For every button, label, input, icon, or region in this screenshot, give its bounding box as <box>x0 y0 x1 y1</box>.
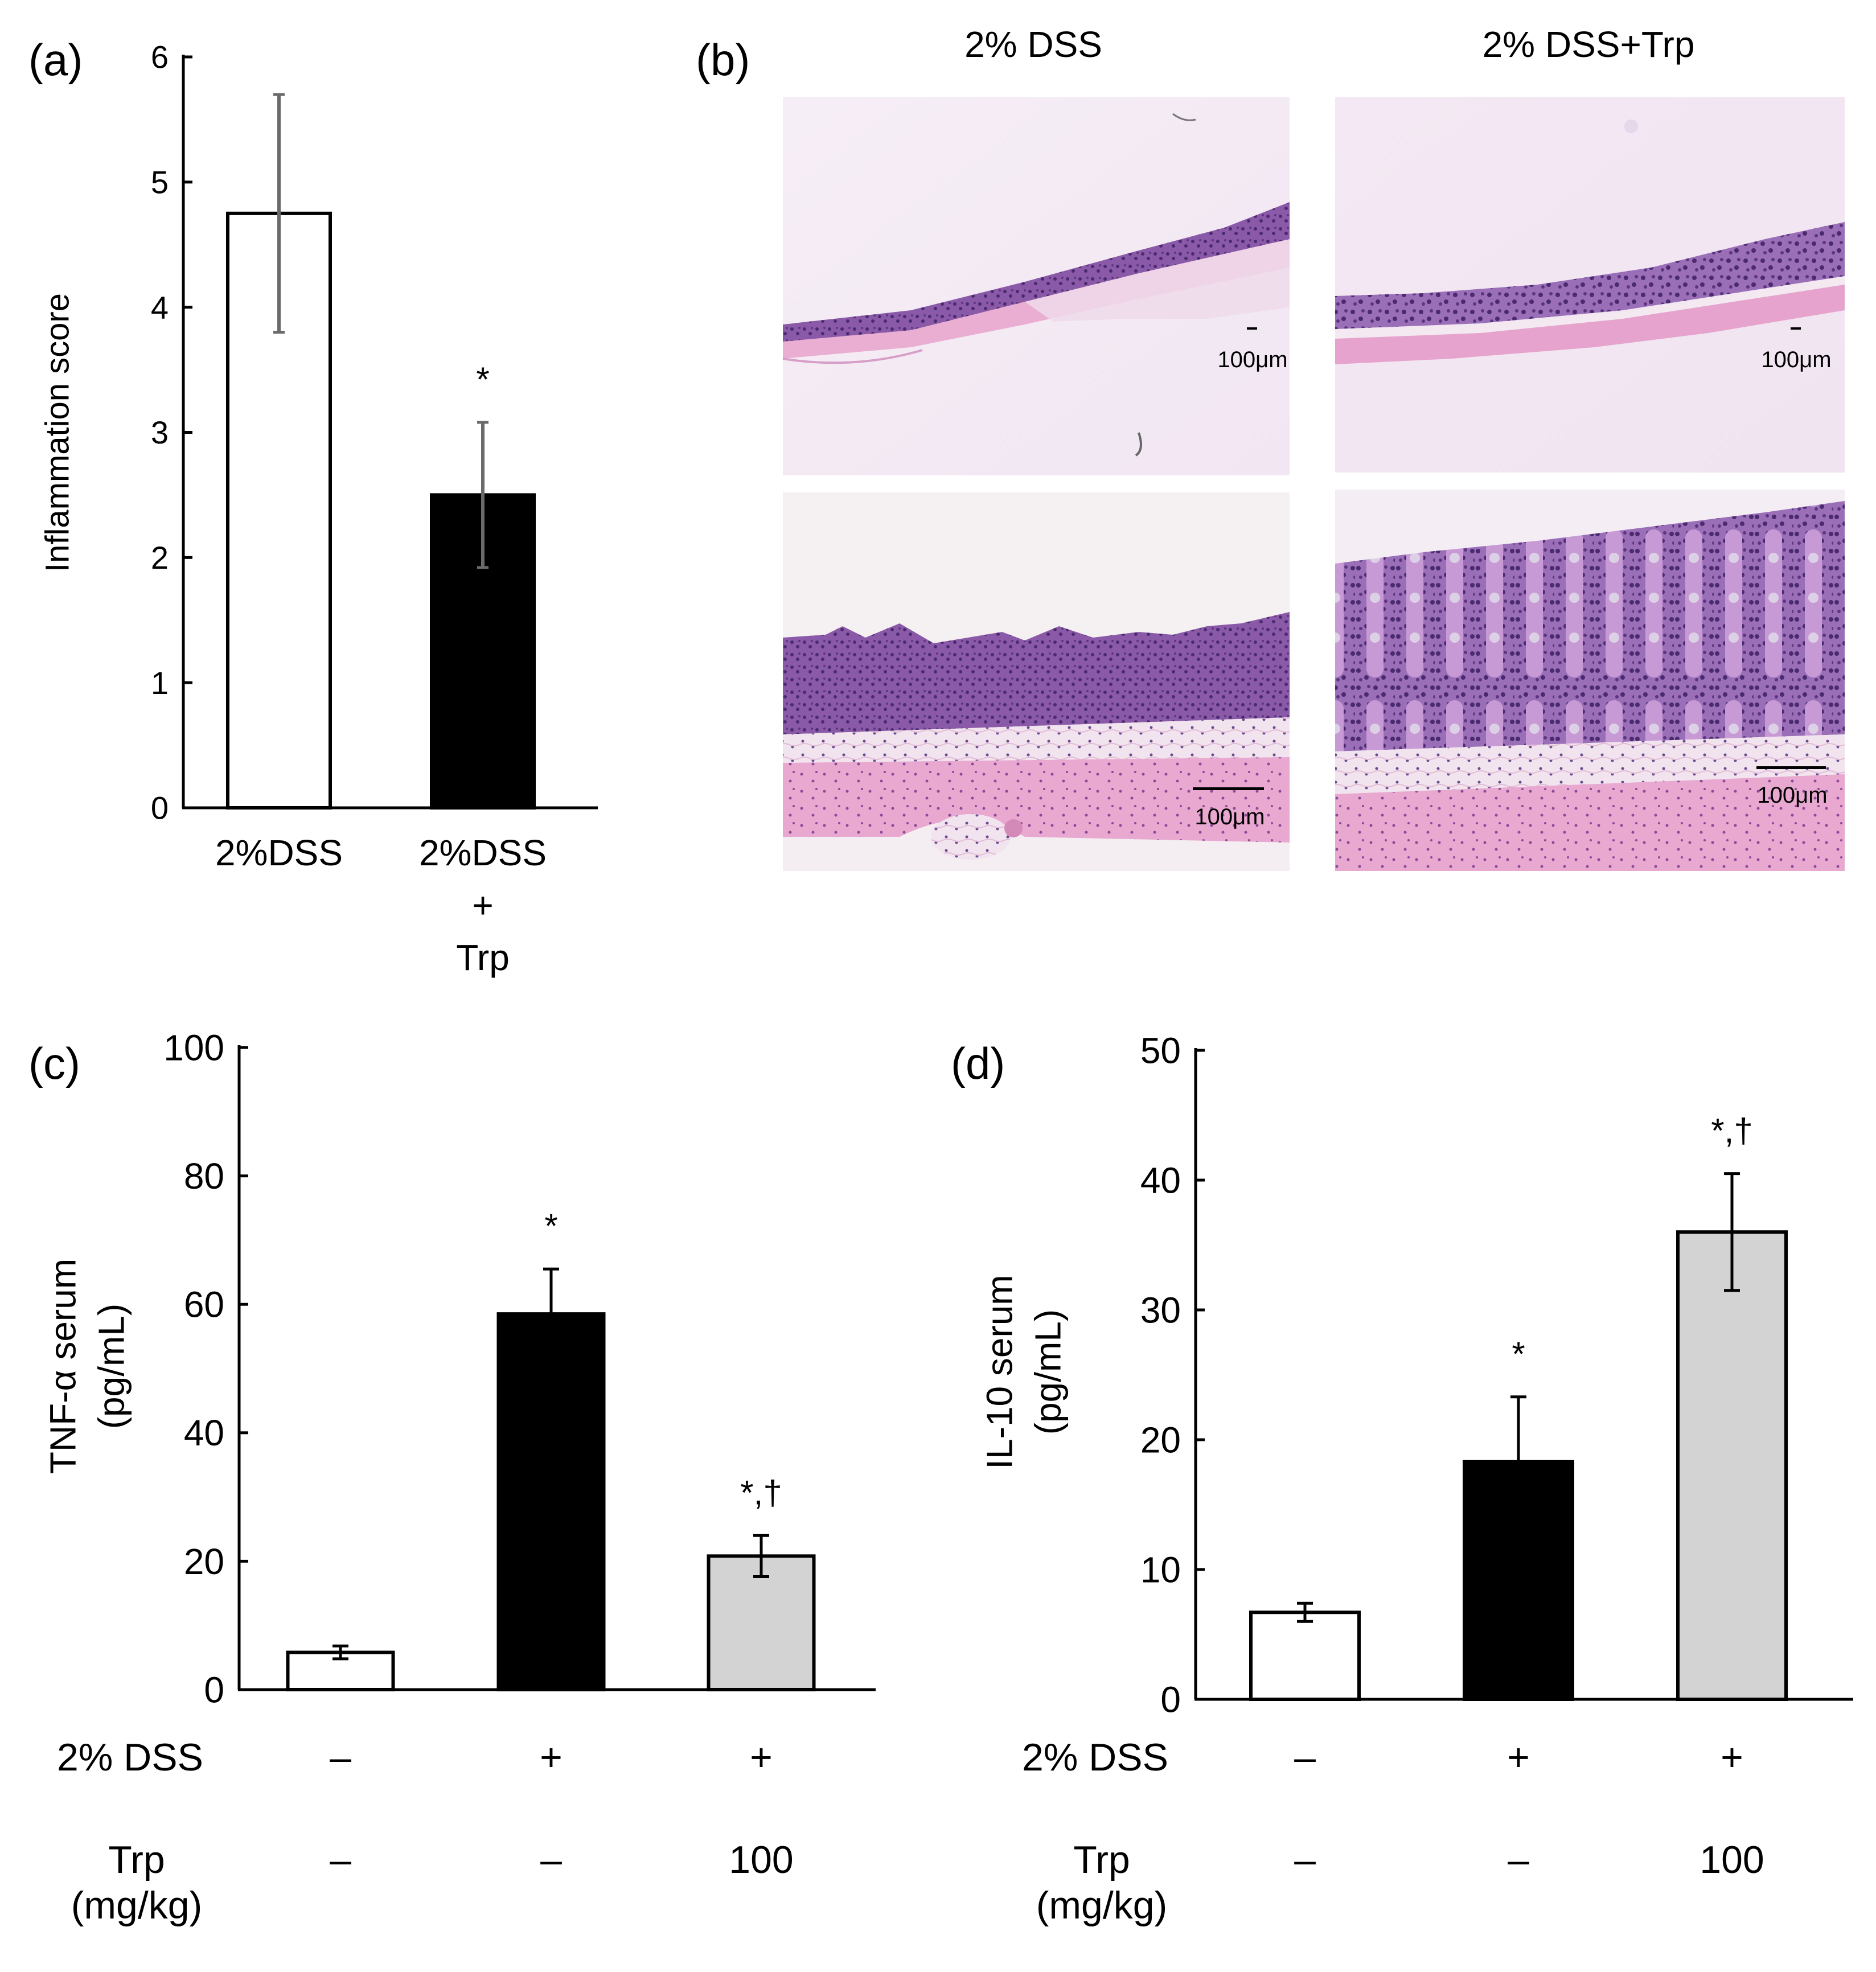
condition-row-label: 2% DSS <box>1022 1736 1168 1779</box>
significance-marker: * <box>544 1207 557 1245</box>
significance-marker: *,† <box>1711 1112 1752 1150</box>
condition-cell: – <box>330 1838 351 1881</box>
condition-cell: + <box>1507 1736 1530 1779</box>
scale-bar-label: 100μm <box>1217 347 1287 372</box>
tissue-mucosa-layer <box>783 612 1290 734</box>
tissue-submucosa <box>1335 276 1845 339</box>
y-tick-label: 20 <box>1140 1419 1181 1460</box>
micrograph-dss-low: 100μm <box>782 97 1290 475</box>
y-tick-label: 3 <box>151 414 169 450</box>
tissue-crypts <box>1335 501 1845 751</box>
bar <box>1249 1611 1361 1701</box>
condition-row-label: 2% DSS <box>57 1736 203 1779</box>
y-axis-label: Inflammation score <box>39 293 76 572</box>
panel-label-d: (d) <box>951 1038 1005 1088</box>
micrograph-dss-high: 100μm <box>783 492 1290 871</box>
bar <box>496 1312 606 1692</box>
chart-c: 0 20 40 60 80 100 TNF-α serum (pg/mL) * *,† 2% DSS… <box>42 1027 876 1927</box>
y-tick-label: 1 <box>151 665 169 701</box>
tissue-submucosa <box>783 717 1290 763</box>
y-tick-label: 4 <box>151 289 169 325</box>
micrograph-dss-trp-low: 100μm <box>1335 97 1845 473</box>
tissue-mucosa-layer <box>1335 222 1845 329</box>
y-tick-label: 5 <box>151 164 169 200</box>
y-tick-label: 40 <box>1140 1160 1181 1201</box>
significance-marker: * <box>476 360 489 398</box>
y-tick-label: 50 <box>1140 1030 1181 1071</box>
condition-cell: 100 <box>1700 1838 1764 1881</box>
bar <box>1676 1230 1788 1701</box>
condition-row-label: (mg/kg) <box>1036 1884 1167 1927</box>
panel-label-a: (a) <box>28 35 83 85</box>
chart-d: 0 10 20 30 40 50 IL-10 serum (pg/mL) * *,† 2% DSS –… <box>979 1030 1853 1927</box>
y-tick-label: 80 <box>184 1156 224 1197</box>
y-axis-label-unit: (pg/mL) <box>91 1304 132 1429</box>
condition-cell: + <box>750 1736 773 1779</box>
y-axis-label-unit: (pg/mL) <box>1027 1309 1068 1435</box>
condition-cell: – <box>330 1736 351 1779</box>
x-category-label: + <box>472 885 493 926</box>
y-tick-label: 40 <box>184 1412 224 1453</box>
x-category-label: Trp <box>456 937 510 978</box>
y-tick-label: 100 <box>163 1027 224 1068</box>
y-tick-label: 30 <box>1140 1289 1181 1330</box>
tissue-muscle-strip <box>1335 282 1845 364</box>
tissue-submucosa <box>1025 239 1290 322</box>
condition-cell: – <box>1508 1838 1529 1881</box>
tissue-mucosa-layer <box>783 202 1290 342</box>
scale-bar-label: 100μm <box>1761 347 1831 372</box>
panel-label-b: (b) <box>696 35 750 85</box>
scale-bar-label: 100μm <box>1194 804 1265 829</box>
condition-row-label: (mg/kg) <box>71 1884 202 1927</box>
condition-cell: – <box>1294 1736 1316 1779</box>
micrograph-dss-trp-high: 100μm <box>1335 490 1845 871</box>
condition-row-label: Trp <box>1073 1838 1130 1881</box>
condition-cell: – <box>1294 1838 1316 1881</box>
condition-cell: + <box>1721 1736 1743 1779</box>
x-category-label: 2%DSS <box>419 832 547 873</box>
condition-cell: + <box>540 1736 563 1779</box>
tissue-muscle-layer <box>783 757 1290 843</box>
y-tick-label: 0 <box>1160 1679 1181 1720</box>
condition-cell: – <box>540 1838 562 1881</box>
y-axis-label: TNF-α serum <box>42 1259 83 1474</box>
y-tick-label: 6 <box>151 39 169 75</box>
scale-bar-label: 100μm <box>1757 783 1827 808</box>
y-tick-label: 60 <box>184 1284 224 1325</box>
condition-row-label: Trp <box>108 1838 165 1881</box>
y-tick-label: 20 <box>184 1541 224 1582</box>
histology-title-dss-trp: 2% DSS+Trp <box>1483 24 1695 65</box>
tissue-muscle-layer <box>1335 774 1845 871</box>
y-axis-label: IL-10 serum <box>979 1275 1020 1469</box>
y-tick-label: 2 <box>151 540 169 576</box>
panel-label-c: (c) <box>28 1038 80 1088</box>
y-tick-label: 0 <box>151 790 169 826</box>
histology-panel: 2% DSS 2% DSS+Trp 100μm 100μm <box>782 24 1845 871</box>
chart-a: 0 1 2 3 4 5 6 Inflammation score * 2%DSS 2%DSS + Trp <box>39 39 598 978</box>
significance-marker: *,† <box>740 1473 782 1511</box>
significance-marker: * <box>1512 1335 1525 1373</box>
histology-title-dss: 2% DSS <box>964 24 1102 65</box>
condition-cell: 100 <box>729 1838 793 1881</box>
y-tick-label: 0 <box>204 1669 224 1710</box>
y-tick-label: 10 <box>1140 1549 1181 1590</box>
x-category-label: 2%DSS <box>215 832 343 873</box>
